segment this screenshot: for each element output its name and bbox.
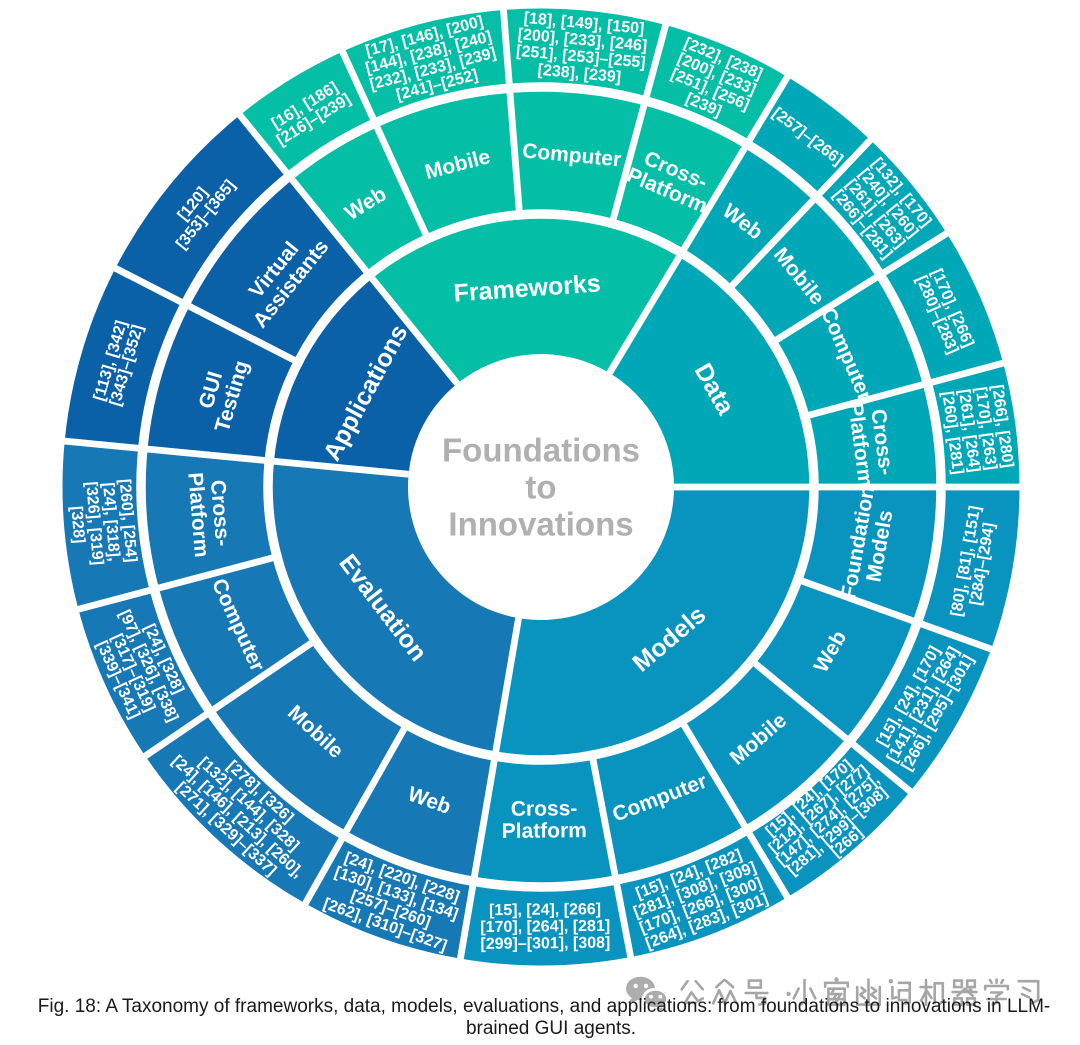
svg-text:[299]–[301], [308]: [299]–[301], [308] [480, 935, 610, 953]
svg-text:Innovations: Innovations [448, 506, 633, 543]
svg-text:brained GUI agents.: brained GUI agents. [466, 1018, 636, 1039]
svg-text:Cross-: Cross- [511, 797, 578, 821]
svg-text:[170], [264], [281]: [170], [264], [281] [480, 918, 610, 936]
svg-text:[328]: [328] [67, 505, 87, 544]
svg-text:Platform: Platform [502, 819, 587, 843]
svg-text:[260], [254]: [260], [254] [116, 478, 140, 563]
svg-text:Foundations: Foundations [442, 432, 640, 469]
svg-text:to: to [525, 469, 556, 506]
svg-text:Fig. 18: A Taxonomy of framewo: Fig. 18: A Taxonomy of frameworks, data,… [38, 996, 1050, 1017]
svg-text:[15], [24], [266]: [15], [24], [266] [489, 901, 601, 919]
svg-text:[24], [318],: [24], [318], [99, 482, 122, 562]
svg-text:Cross-: Cross- [206, 479, 234, 547]
svg-text:[326], [319]: [326], [319] [82, 481, 106, 566]
